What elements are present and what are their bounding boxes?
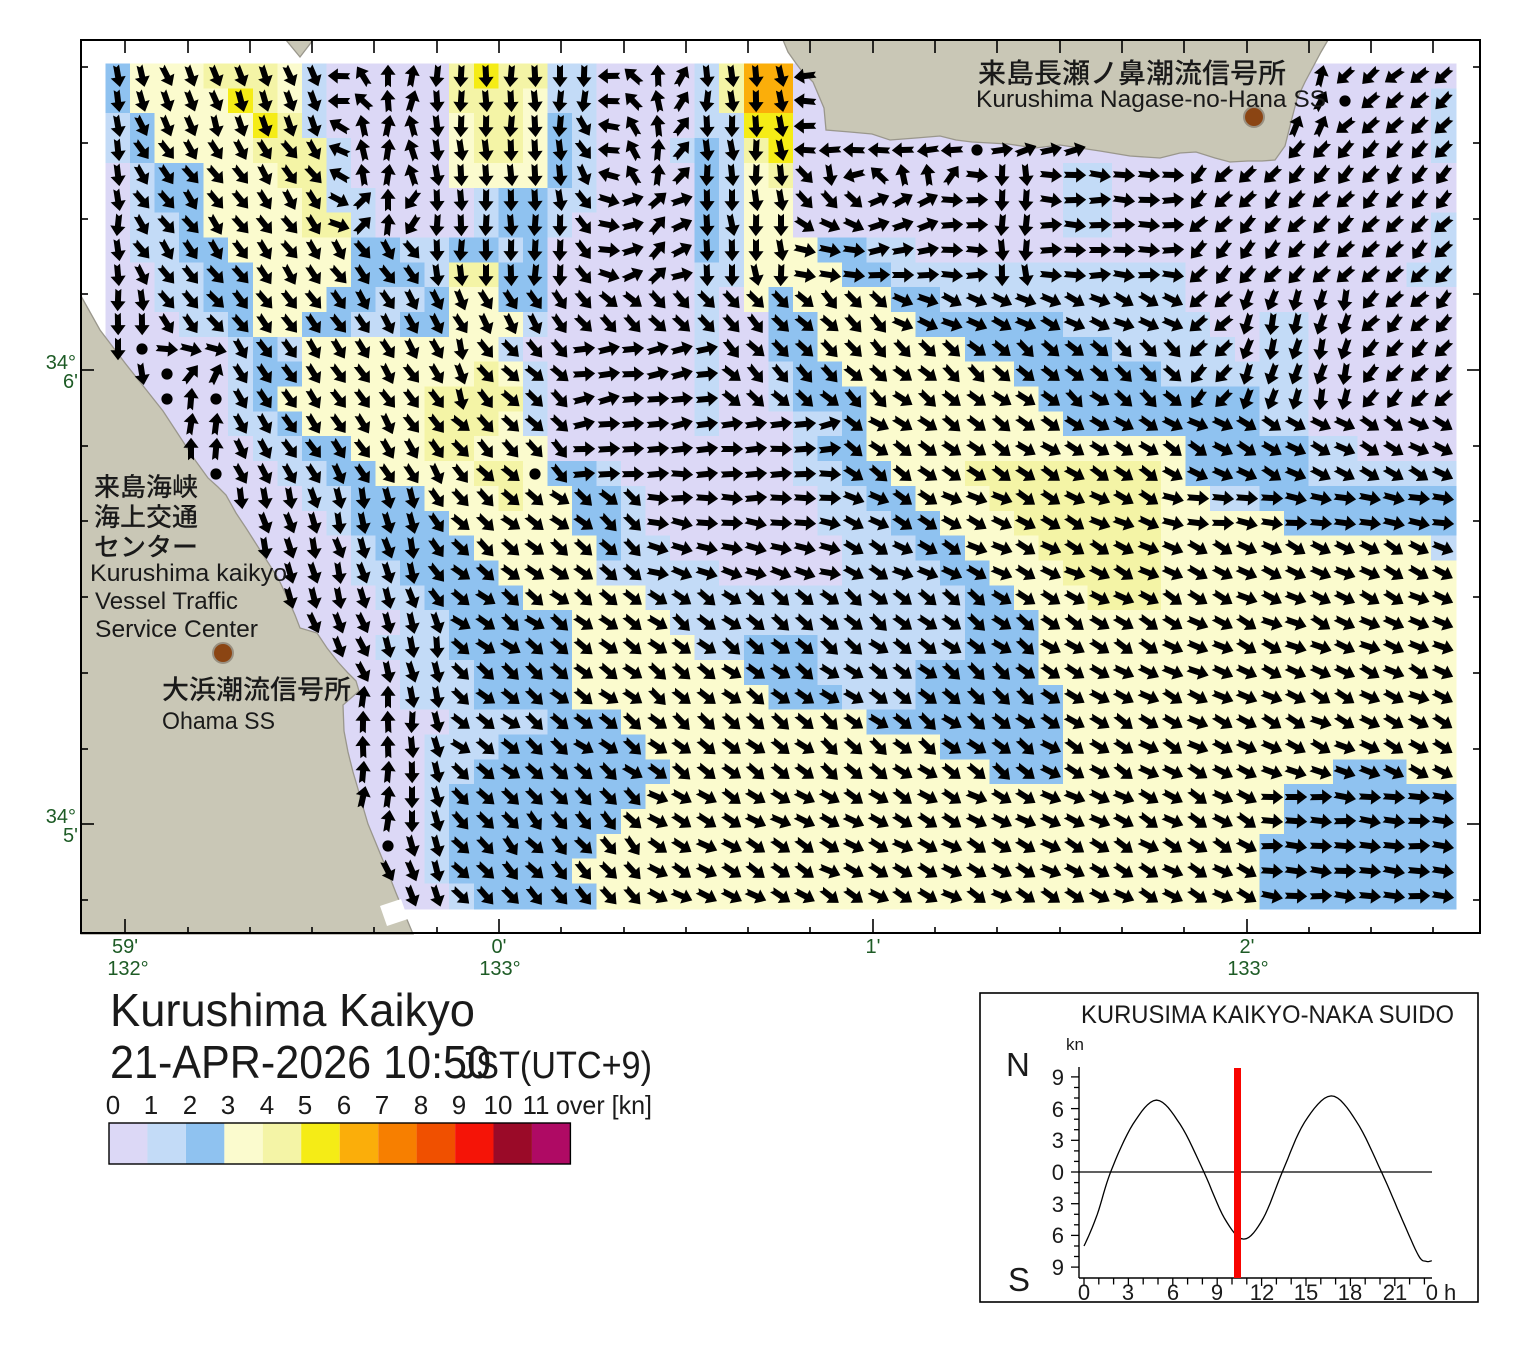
svg-text:0: 0 [1078,1280,1090,1305]
svg-text:21: 21 [1383,1280,1407,1305]
svg-text:34°: 34° [46,806,76,828]
svg-text:1': 1' [866,936,881,958]
svg-text:9: 9 [1052,1065,1064,1090]
svg-text:0': 0' [492,936,507,958]
svg-text:0 h: 0 h [1426,1280,1457,1305]
svg-text:2: 2 [183,1090,197,1120]
svg-text:3: 3 [1052,1192,1064,1217]
svg-text:18: 18 [1338,1280,1362,1305]
svg-text:Vessel Traffic: Vessel Traffic [95,588,238,615]
svg-text:12: 12 [1250,1280,1274,1305]
svg-text:3: 3 [1122,1280,1134,1305]
svg-text:133°: 133° [479,958,520,980]
svg-text:3: 3 [221,1090,235,1120]
svg-text:59': 59' [112,936,138,958]
svg-text:132°: 132° [107,958,148,980]
svg-text:KURUSIMA KAIKYO-NAKA SUIDO: KURUSIMA KAIKYO-NAKA SUIDO [1081,1001,1454,1029]
svg-text:4: 4 [260,1090,274,1120]
svg-text:10: 10 [484,1090,513,1120]
svg-text:133°: 133° [1227,958,1268,980]
svg-text:Kurushima Kaikyo: Kurushima Kaikyo [110,984,475,1036]
svg-text:6': 6' [63,371,78,393]
svg-text:6: 6 [337,1090,351,1120]
svg-text:9: 9 [452,1090,466,1120]
svg-text:34°: 34° [46,352,76,374]
svg-text:2': 2' [1240,936,1255,958]
svg-text:5': 5' [63,825,78,847]
svg-text:9: 9 [1211,1280,1223,1305]
svg-text:1: 1 [144,1090,158,1120]
svg-text:over [kn]: over [kn] [556,1090,652,1120]
svg-text:N: N [1006,1046,1030,1083]
svg-text:0: 0 [106,1090,120,1120]
svg-text:15: 15 [1294,1280,1318,1305]
svg-text:21-APR-2026 10:50: 21-APR-2026 10:50 [110,1036,491,1088]
svg-text:3: 3 [1052,1128,1064,1153]
svg-text:6: 6 [1052,1223,1064,1248]
svg-text:9: 9 [1052,1255,1064,1280]
svg-text:7: 7 [375,1090,389,1120]
svg-text:11: 11 [523,1090,550,1120]
svg-text:Ohama SS: Ohama SS [162,708,275,735]
svg-text:8: 8 [414,1090,428,1120]
svg-text:kn: kn [1066,1035,1084,1054]
svg-text:JST(UTC+9): JST(UTC+9) [459,1045,652,1087]
svg-text:S: S [1008,1261,1030,1298]
svg-text:6: 6 [1052,1097,1064,1122]
svg-text:Kurushima kaikyo: Kurushima kaikyo [90,560,287,587]
svg-text:5: 5 [298,1090,312,1120]
svg-text:Kurushima Nagase-no-Hana SS: Kurushima Nagase-no-Hana SS [976,86,1326,113]
svg-text:0: 0 [1052,1160,1064,1185]
svg-text:Service Center: Service Center [95,616,258,643]
svg-text:6: 6 [1167,1280,1179,1305]
